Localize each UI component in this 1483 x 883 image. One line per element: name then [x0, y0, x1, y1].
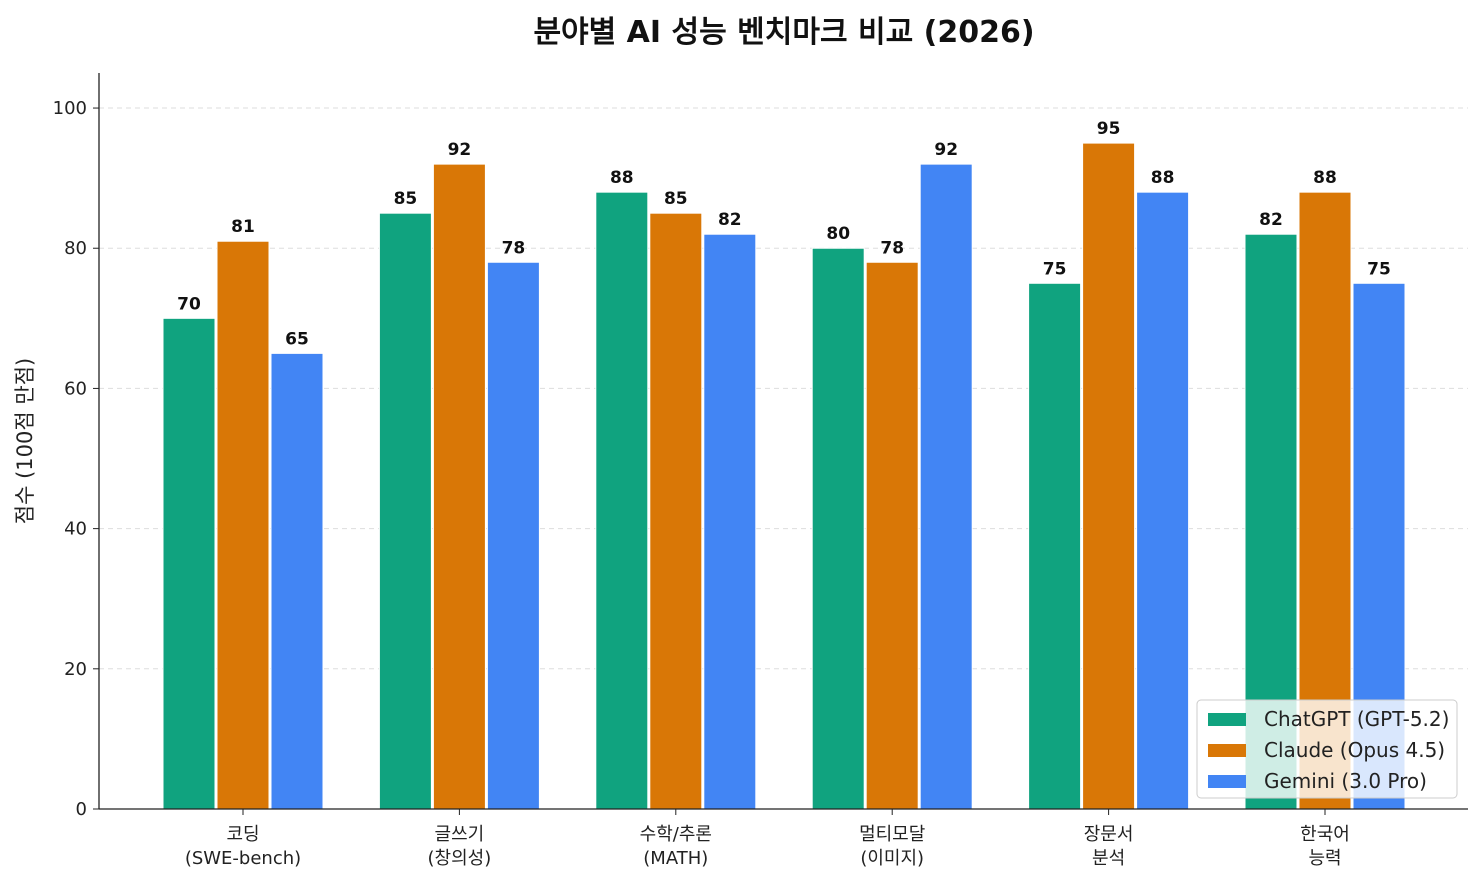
- data-label: 85: [664, 189, 688, 209]
- data-label: 92: [448, 140, 472, 160]
- legend-swatch: [1208, 775, 1246, 788]
- x-tick-label: (MATH): [643, 848, 708, 869]
- legend-label: Claude (Opus 4.5): [1264, 738, 1445, 762]
- data-label: 82: [1259, 210, 1283, 230]
- data-label: 78: [502, 238, 526, 258]
- data-label: 75: [1043, 259, 1067, 279]
- y-axis-label: 점수 (100점 만점): [13, 358, 37, 524]
- x-tick-label: 코딩: [226, 824, 259, 845]
- data-label: 85: [394, 189, 418, 209]
- legend-label: ChatGPT (GPT-5.2): [1264, 707, 1449, 731]
- data-label: 78: [880, 238, 904, 258]
- legend: [1196, 699, 1458, 799]
- data-label: 81: [231, 217, 255, 237]
- bar: [649, 212, 703, 810]
- bar: [595, 191, 649, 810]
- bar: [270, 352, 324, 810]
- data-label: 82: [718, 210, 742, 230]
- data-label: 70: [177, 294, 201, 314]
- chart-title: 분야별 AI 성능 벤치마크 비교 (2026): [533, 15, 1034, 50]
- data-label: 75: [1367, 259, 1391, 279]
- x-tick-label: (이미지): [860, 848, 924, 869]
- bar: [1136, 191, 1190, 810]
- data-label: 95: [1097, 119, 1121, 139]
- bar: [1082, 142, 1136, 810]
- y-tick-label: 0: [76, 799, 87, 820]
- bar: [378, 212, 432, 810]
- bar: [811, 247, 865, 810]
- bar: [1028, 282, 1082, 810]
- data-label: 88: [1313, 168, 1337, 188]
- x-tick-label: 장문서: [1084, 824, 1134, 845]
- x-tick-label: 멀티모달: [859, 824, 925, 845]
- data-label: 88: [610, 168, 634, 188]
- data-label: 80: [826, 224, 850, 244]
- y-tick-label: 80: [64, 238, 87, 259]
- x-tick-label: (창의성): [428, 848, 492, 869]
- y-tick-label: 40: [64, 519, 87, 540]
- x-tick-label: 글쓰기: [435, 824, 485, 845]
- data-label: 65: [285, 329, 309, 349]
- x-tick-label: 한국어: [1300, 824, 1350, 845]
- bar: [703, 233, 757, 810]
- legend-swatch: [1208, 713, 1246, 726]
- bar: [432, 163, 486, 810]
- y-tick-label: 60: [64, 378, 87, 399]
- bar: [162, 317, 216, 810]
- legend-swatch: [1208, 744, 1246, 757]
- x-tick-label: 수학/추론: [640, 824, 712, 845]
- x-tick-label: (SWE-bench): [185, 848, 301, 869]
- bar: [865, 261, 919, 810]
- y-tick-label: 20: [64, 659, 87, 680]
- bar: [919, 163, 973, 810]
- y-tick-label: 100: [53, 98, 87, 119]
- bar: [216, 240, 270, 810]
- data-label: 88: [1151, 168, 1175, 188]
- data-label: 92: [934, 140, 958, 160]
- x-tick-label: 능력: [1308, 848, 1341, 869]
- bar: [486, 261, 540, 810]
- x-tick-label: 분석: [1092, 848, 1125, 869]
- legend-label: Gemini (3.0 Pro): [1264, 769, 1427, 793]
